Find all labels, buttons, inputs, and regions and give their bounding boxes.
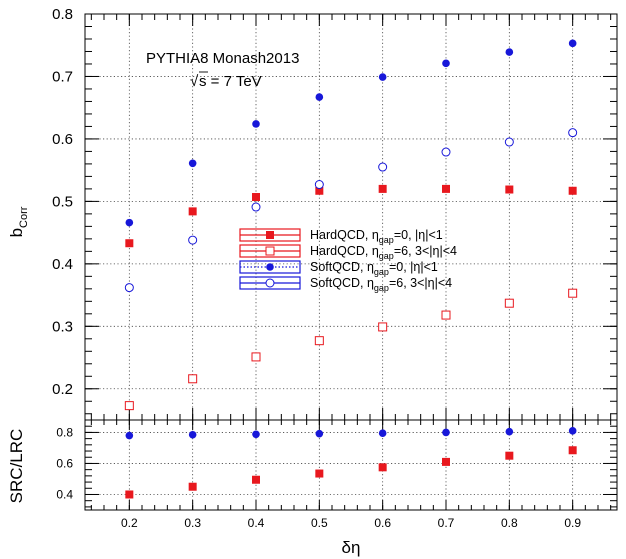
bottom-panel-frame [84, 419, 618, 511]
bottom-point-series-0 [505, 451, 514, 460]
top-point-series-0 [188, 207, 197, 216]
top-y-tick-label: 0.5 [52, 193, 73, 210]
top-y-tick-label: 0.6 [52, 131, 73, 148]
top-point-series-1 [504, 298, 514, 308]
legend-marker-circle-filled [266, 263, 274, 271]
top-point-series-0 [315, 186, 324, 195]
top-panel-markers [124, 39, 578, 411]
x-tick-label: 0.4 [248, 516, 265, 530]
legend-entry-hardqcd-gap0: HardQCD, ηgap=0, |η|<1 [239, 228, 443, 245]
top-y-axis-label: bCorr [7, 206, 30, 237]
top-point-series-1 [441, 310, 451, 320]
top-point-series-3 [568, 128, 578, 138]
bottom-point-series-0 [125, 490, 134, 499]
svg-text:bCorr: bCorr [7, 206, 30, 237]
x-tick-label: 0.5 [311, 516, 328, 530]
legend-label: SoftQCD, ηgap=0, |η|<1 [310, 260, 438, 277]
top-panel-ticks: 0.2 0.3 0.4 0.5 0.6 0.7 0.8 [52, 6, 617, 420]
bottom-point-series-1 [252, 430, 260, 439]
top-y-tick-label: 0.7 [52, 68, 73, 85]
bottom-point-series-0 [568, 446, 577, 455]
legend-label: HardQCD, ηgap=6, 3<|η|<4 [310, 244, 457, 261]
top-point-series-0 [378, 184, 387, 193]
x-tick-label: 0.9 [564, 516, 581, 530]
bottom-point-series-1 [442, 428, 450, 437]
top-y-tick-label: 0.3 [52, 318, 73, 335]
top-y-tick-label: 0.8 [52, 6, 73, 23]
bottom-point-series-1 [505, 427, 514, 436]
top-point-series-2 [505, 48, 514, 56]
top-point-series-1 [568, 288, 578, 298]
bottom-point-series-1 [568, 427, 577, 435]
annotation-generator: PYTHIA8 Monash2013 [146, 50, 299, 67]
legend: HardQCD, ηgap=0, |η|<1 HardQCD, ηgap=6, … [239, 228, 457, 293]
legend-marker-square-open [265, 246, 275, 256]
bottom-y-axis-label: SRC/LRC [7, 429, 26, 504]
top-panel-grid [85, 13, 617, 420]
bottom-panel-markers [125, 427, 577, 499]
legend-entry-softqcd-gap0: SoftQCD, ηgap=0, |η|<1 [239, 260, 438, 277]
bottom-y-tick-label: 0.8 [56, 425, 73, 439]
top-point-series-1 [378, 322, 388, 332]
top-point-series-0 [252, 193, 260, 202]
top-point-series-0 [568, 186, 577, 195]
top-point-series-3 [314, 180, 324, 190]
ylabel-sub: Corr [18, 206, 30, 228]
top-point-series-1 [188, 374, 198, 384]
bottom-point-series-1 [315, 429, 324, 438]
top-point-series-2 [378, 73, 387, 81]
legend-entry-hardqcd-gap6: HardQCD, ηgap=6, 3<|η|<4 [239, 244, 457, 261]
top-point-series-3 [504, 137, 514, 147]
top-point-series-0 [505, 185, 514, 194]
bottom-y-tick-label: 0.6 [56, 456, 73, 470]
top-point-series-2 [188, 159, 197, 168]
bottom-panel-ticks: 0.2 0.3 0.4 0.5 0.6 0.7 0.8 0.9 0.4 0.6 0.8 [56, 420, 617, 530]
top-point-series-3 [188, 235, 198, 245]
legend-label: HardQCD, ηgap=0, |η|<1 [310, 228, 443, 245]
bottom-point-series-1 [378, 429, 387, 437]
bottom-point-series-0 [188, 482, 197, 491]
top-point-series-3 [441, 147, 451, 157]
legend-label: SoftQCD, ηgap=6, 3<|η|<4 [310, 276, 452, 293]
top-point-series-0 [442, 184, 450, 193]
top-point-series-1 [124, 401, 134, 411]
top-y-tick-label: 0.4 [52, 256, 73, 273]
top-point-series-2 [315, 93, 324, 101]
top-panel-frame [84, 13, 618, 421]
annotation-sqrt-symbol: √ [190, 73, 199, 90]
x-axis-label: δη [342, 538, 361, 557]
legend-marker-square-filled [266, 231, 274, 239]
bottom-panel-grid [85, 420, 617, 510]
x-tick-label: 0.7 [438, 516, 455, 530]
bottom-point-series-1 [125, 431, 134, 440]
x-tick-label: 0.6 [374, 516, 391, 530]
legend-marker-circle-open [265, 278, 275, 288]
bottom-point-series-0 [315, 469, 324, 478]
x-tick-label: 0.3 [184, 516, 201, 530]
annotation-energy: s = 7 TeV [199, 73, 262, 90]
bottom-y-tick-label: 0.4 [56, 487, 73, 501]
top-y-tick-label: 0.2 [52, 381, 73, 398]
top-point-series-2 [125, 218, 134, 227]
bottom-point-series-0 [378, 463, 387, 472]
x-tick-label: 0.2 [121, 516, 138, 530]
bottom-point-series-0 [442, 457, 450, 466]
top-point-series-2 [568, 39, 577, 48]
bottom-point-series-1 [188, 430, 197, 439]
top-point-series-0 [125, 239, 134, 248]
top-point-series-1 [251, 352, 261, 362]
ylabel-main: b [7, 228, 26, 237]
bottom-point-series-0 [252, 475, 260, 484]
x-tick-label: 0.8 [501, 516, 518, 530]
top-point-series-3 [124, 283, 134, 293]
top-point-series-1 [314, 336, 324, 346]
legend-entry-softqcd-gap6: SoftQCD, ηgap=6, 3<|η|<4 [239, 276, 452, 293]
top-point-series-2 [252, 120, 260, 128]
top-point-series-2 [442, 59, 450, 68]
top-point-series-3 [378, 162, 388, 172]
top-point-series-3 [251, 202, 261, 212]
